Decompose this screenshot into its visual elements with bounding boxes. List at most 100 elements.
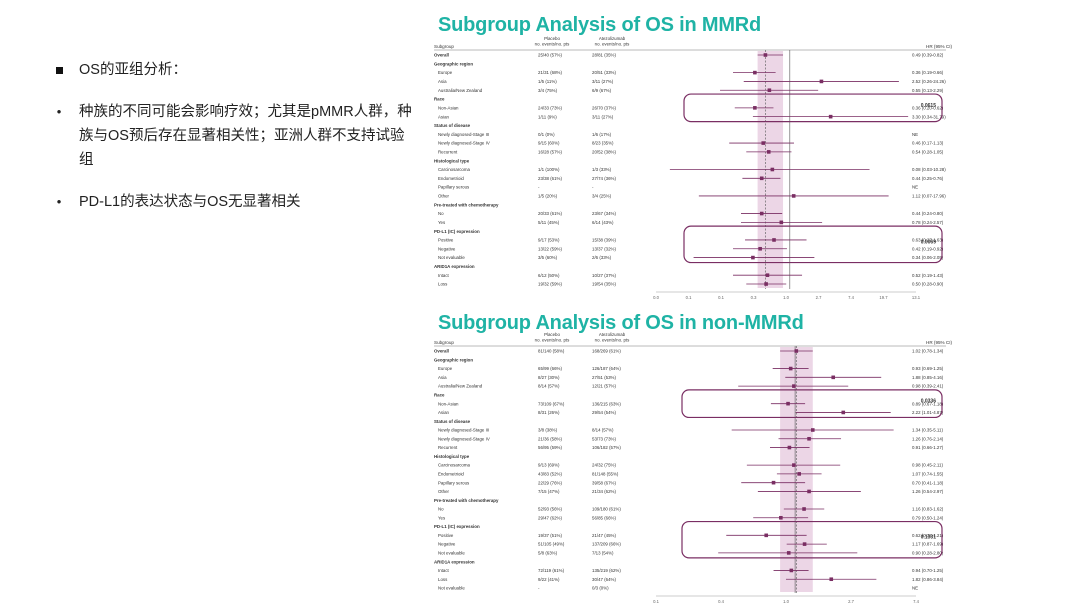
row-label: Intact bbox=[438, 273, 450, 278]
row-atezolizumab: 1/6 (17%) bbox=[592, 132, 612, 137]
row-placebo: 19/37 (51%) bbox=[538, 533, 562, 538]
row-placebo: 25/40 (57%) bbox=[538, 53, 562, 58]
bullet-item-0: OS的亚组分析： bbox=[52, 58, 412, 82]
row-label: Loss bbox=[438, 577, 448, 582]
row-placebo: 8/14 (57%) bbox=[538, 384, 560, 389]
row-placebo: 9/22 (41%) bbox=[538, 577, 560, 582]
bullet-text: PD-L1的表达状态与OS无显著相关 bbox=[79, 194, 301, 210]
row-atezolizumab: 15/38 (39%) bbox=[592, 238, 616, 243]
row-label: Newly diagnosed-Stage III bbox=[438, 428, 489, 433]
row-atezolizumab: 6/14 (43%) bbox=[592, 220, 614, 225]
row-placebo: 13/22 (59%) bbox=[538, 246, 562, 251]
axis-tick-label: 0.3 bbox=[751, 295, 757, 300]
row-placebo: 21/36 (58%) bbox=[538, 436, 562, 441]
interaction-p-value: 0.0615 bbox=[921, 103, 937, 109]
interaction-p-value: 0.0069 bbox=[921, 239, 937, 245]
row-placebo: 24/33 (73%) bbox=[538, 105, 562, 110]
row-atezolizumab: 21/34 (62%) bbox=[592, 489, 616, 494]
row-atezolizumab: 26/70 (37%) bbox=[592, 105, 616, 110]
point-estimate bbox=[794, 349, 799, 353]
row-hr: 0.46 (0.17-1.13) bbox=[912, 141, 944, 146]
row-atezolizumab: 12/21 (57%) bbox=[592, 384, 616, 389]
row-label: Asian bbox=[438, 114, 450, 119]
header-atezolizumab: Atezolizumab bbox=[599, 36, 626, 41]
point-estimate bbox=[758, 246, 762, 251]
point-estimate bbox=[786, 401, 790, 406]
row-placebo: 0/1 (0%) bbox=[538, 132, 555, 137]
row-hr: 1.26 (0.76-2.14) bbox=[912, 436, 944, 441]
row-atezolizumab: 27/74 (36%) bbox=[592, 176, 616, 181]
row-hr: 0.42 (0.19-0.92) bbox=[912, 246, 944, 251]
highlight-box bbox=[683, 225, 943, 264]
axis-tick-label: 19.7 bbox=[879, 295, 888, 300]
row-placebo: 1/5 (11%) bbox=[538, 79, 557, 84]
bullet-text: OS的亚组分析： bbox=[79, 62, 187, 78]
row-placebo: 3/5 (60%) bbox=[538, 255, 558, 260]
row-atezolizumab: 168/269 (61%) bbox=[592, 349, 621, 354]
row-atezolizumab: 2/6 (33%) bbox=[592, 255, 612, 260]
row-hr: 0.98 (0.45-2.11) bbox=[912, 463, 943, 468]
row-atezolizumab: 53/73 (73%) bbox=[592, 436, 616, 441]
row-label: Carcinosarcoma bbox=[438, 463, 471, 468]
row-hr: 0.55 (0.13-2.29) bbox=[912, 88, 944, 93]
row-hr: 0.79 (0.50-1.24) bbox=[912, 515, 944, 520]
row-atezolizumab: 109/180 (61%) bbox=[592, 507, 621, 512]
row-atezolizumab: 20/52 (38%) bbox=[592, 149, 616, 154]
point-estimate bbox=[751, 255, 755, 260]
row-label: PD-L1 (IC) expression bbox=[434, 524, 480, 529]
row-atezolizumab: 1/3 (33%) bbox=[592, 167, 612, 172]
highlight-box bbox=[681, 389, 943, 419]
point-estimate bbox=[779, 515, 783, 520]
row-atezolizumab: 39/58 (67%) bbox=[592, 480, 616, 485]
row-label: Newly diagnosed-Stage IV bbox=[438, 436, 490, 441]
row-placebo: 9/13 (69%) bbox=[538, 463, 560, 468]
row-hr: 1.12 (0.07-17.96) bbox=[912, 194, 946, 199]
row-label: Europe bbox=[438, 70, 453, 75]
dot-bullet-icon: • bbox=[56, 104, 62, 119]
row-hr: 0.90 (0.28-2.80) bbox=[912, 550, 944, 555]
row-hr: 3.30 (0.34-31.79) bbox=[912, 114, 946, 119]
row-atezolizumab: 23/67 (34%) bbox=[592, 211, 616, 216]
point-estimate bbox=[807, 436, 811, 441]
row-hr: 0.94 (0.70-1.25) bbox=[912, 568, 944, 573]
chart-title: Subgroup Analysis of OS in MMRd bbox=[438, 14, 762, 36]
row-label: Not evaluable bbox=[438, 586, 465, 591]
row-atezolizumab: 126/187 (64%) bbox=[592, 366, 621, 371]
point-estimate bbox=[788, 366, 793, 371]
row-hr: 0.63 (0.27-1.63) bbox=[912, 238, 944, 243]
row-label: No bbox=[438, 507, 444, 512]
forest-plot-mmrd: Subgroup Analysis of OS in MMRd Subgroup… bbox=[424, 14, 956, 302]
row-label: Geographic region bbox=[434, 61, 473, 66]
square-bullet-icon bbox=[52, 58, 66, 82]
row-hr: 0.50 (0.28-0.90) bbox=[912, 282, 944, 287]
axis-tick-label: 0.1 bbox=[718, 295, 724, 300]
row-hr: 0.34 (0.06-2.05) bbox=[912, 255, 944, 260]
axis-tick-label: 2.7 bbox=[816, 295, 822, 300]
row-placebo: 52/93 (56%) bbox=[538, 507, 562, 512]
header-placebo: no. events/no. pts bbox=[535, 42, 570, 47]
row-hr: 0.44 (0.24-0.80) bbox=[912, 211, 944, 216]
row-atezolizumab: 21/47 (45%) bbox=[592, 533, 616, 538]
bullet-item-1: • 种族的不同可能会影响疗效；尤其是pMMR人群，种族与OS预后存在显著相关性；… bbox=[52, 100, 412, 172]
row-label: PD-L1 (IC) expression bbox=[434, 229, 480, 234]
row-placebo: 20/33 (61%) bbox=[538, 211, 562, 216]
bullet-list: OS的亚组分析： • 种族的不同可能会影响疗效；尤其是pMMR人群，种族与OS预… bbox=[52, 58, 412, 232]
row-hr: 2.22 (1.01-4.87) bbox=[912, 410, 944, 415]
row-placebo: 1/5 (20%) bbox=[538, 194, 558, 199]
row-label: Australia/New Zealand bbox=[438, 384, 483, 389]
point-estimate bbox=[765, 273, 770, 277]
row-placebo: 5/8 (63%) bbox=[538, 550, 558, 555]
row-hr: NE bbox=[912, 185, 918, 190]
row-label: Yes bbox=[438, 515, 446, 520]
highlight-box bbox=[683, 93, 943, 123]
point-estimate bbox=[761, 141, 766, 145]
row-label: Race bbox=[434, 97, 445, 102]
point-estimate bbox=[759, 176, 764, 181]
row-label: Loss bbox=[438, 282, 448, 287]
row-atezolizumab: 106/182 (57%) bbox=[592, 445, 621, 450]
row-placebo: 3/8 (38%) bbox=[538, 428, 558, 433]
header-atezolizumab: no. events/no. pts bbox=[595, 42, 630, 47]
row-placebo: 22/29 (76%) bbox=[538, 480, 562, 485]
